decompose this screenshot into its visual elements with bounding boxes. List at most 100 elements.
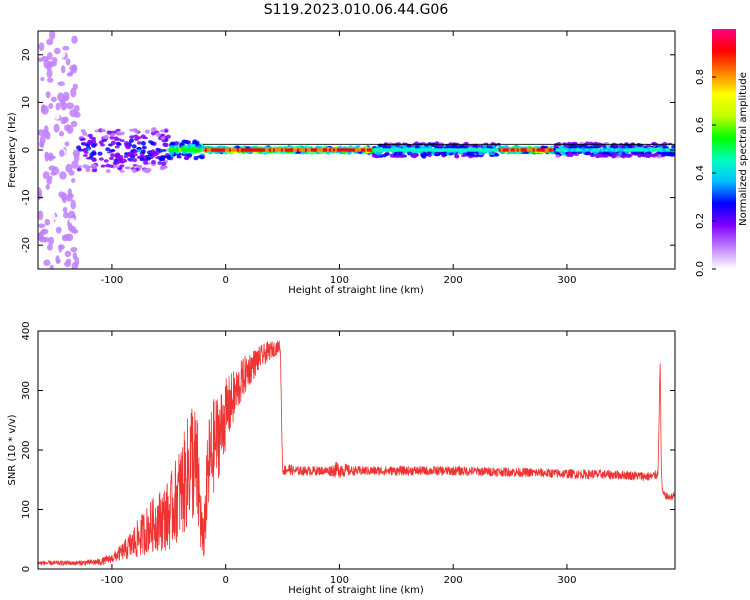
heatmap-cell (88, 136, 94, 140)
heatmap-ridge-cell (475, 148, 478, 152)
heatmap-ridge-cell (435, 148, 438, 152)
heatmap-cell (58, 191, 65, 198)
heatmap-ridge-cell (483, 148, 486, 152)
heatmap-cell (245, 146, 251, 149)
heatmap-ridge-cell (256, 148, 260, 152)
heatmap-ridge-cell (326, 148, 330, 152)
heatmap-ridge-cell (393, 148, 396, 152)
heatmap-ridge-cell (631, 148, 634, 152)
heatmap-cell (139, 157, 145, 162)
heatmap-ridge-cell (471, 148, 474, 152)
snr-y-ticks: 0 100 200 300 400 (21, 321, 675, 572)
heatmap-ridge-cell (417, 148, 420, 152)
heatmap-cell (45, 131, 51, 140)
heatmap-cell (118, 156, 124, 161)
colorbar-tick-label: 0.0 (695, 261, 706, 277)
snr-x-ticks: -100 0 100 200 300 (101, 331, 576, 586)
x-tick-label: 0 (223, 575, 229, 586)
heatmap-ridge-cell (348, 148, 352, 152)
heatmap-ridge-cell (310, 148, 314, 152)
heatmap-cell (136, 149, 142, 153)
heatmap-ridge-cell (346, 148, 350, 152)
heatmap-cell (42, 171, 50, 180)
heatmap-ridge-cell (510, 148, 513, 152)
heatmap-cell (87, 133, 93, 138)
heatmap-ridge-cell (651, 148, 654, 152)
heatmap-cell (53, 110, 60, 120)
heatmap-cell (406, 143, 412, 148)
heatmap-cell (48, 175, 53, 181)
heatmap-cell (420, 152, 426, 158)
heatmap-cell (110, 140, 116, 145)
heatmap-ridge-cell (178, 148, 182, 152)
heatmap-cell (555, 154, 561, 158)
heatmap-cell (62, 45, 70, 51)
heatmap-cell (76, 167, 82, 172)
heatmap-ridge-cell (252, 148, 256, 152)
heatmap-ridge-cell (591, 148, 594, 152)
heatmap-cell (38, 231, 44, 242)
heatmap-cell (71, 64, 78, 74)
heatmap-ridge-cell (415, 148, 418, 152)
heatmap-ridge-cell (459, 148, 462, 152)
heatmap-cell (60, 49, 66, 58)
heatmap-ridge-cell (174, 148, 178, 152)
heatmap-cell (144, 129, 150, 134)
heatmap-ridge-cell (653, 148, 656, 152)
heatmap-cell (598, 150, 604, 155)
heatmap-ridge-cell (469, 148, 472, 152)
heatmap-ridge-cell (366, 148, 370, 152)
heatmap-cell (116, 131, 122, 136)
heatmap-cell (179, 141, 185, 146)
heatmap-cell (147, 150, 153, 155)
x-tick-label: 0 (223, 275, 229, 286)
heatmap-cell (91, 143, 97, 148)
heatmap-cell (115, 128, 121, 132)
heatmap-cell (49, 264, 54, 269)
heatmap-cell (132, 158, 138, 163)
heatmap-cell (386, 144, 392, 147)
heatmap-cell (129, 135, 135, 139)
heatmap-cell (44, 218, 51, 226)
heatmap-cell (46, 65, 52, 71)
heatmap-ridge-cell (453, 148, 456, 152)
heatmap-cell (63, 211, 70, 219)
heatmap-ridge-cell (561, 148, 564, 152)
heatmap-cell (64, 250, 72, 258)
spectrogram-image (38, 31, 675, 269)
spectrogram-y-ticks: -20 -10 0 10 20 (21, 48, 675, 253)
heatmap-ridge-cell (437, 148, 440, 152)
heatmap-cell (70, 120, 78, 128)
heatmap-ridge-cell (427, 148, 430, 152)
heatmap-ridge-cell (567, 148, 570, 152)
heatmap-ridge-cell (655, 148, 658, 152)
heatmap-ridge-cell (246, 148, 250, 152)
heatmap-cell (169, 150, 175, 156)
snr-series (38, 340, 675, 567)
heatmap-ridge-cell (500, 148, 503, 152)
heatmap-cell (50, 96, 57, 103)
heatmap-cell (125, 146, 131, 150)
heatmap-ridge-cell (364, 148, 368, 152)
heatmap-cell (662, 152, 668, 156)
heatmap-cell (594, 154, 600, 159)
heatmap-cell (394, 154, 400, 158)
heatmap-ridge-cell (358, 148, 362, 152)
heatmap-ridge-cell (312, 148, 316, 152)
heatmap-ridge-cell (479, 148, 482, 152)
heatmap-cell (103, 159, 109, 163)
heatmap-ridge-cell (244, 148, 248, 152)
heatmap-cell (68, 210, 76, 220)
heatmap-ridge-cell (587, 148, 590, 152)
heatmap-cell (414, 141, 420, 146)
heatmap-ridge-cell (391, 148, 394, 152)
heatmap-ridge-cell (258, 148, 262, 152)
heatmap-ridge-cell (489, 148, 492, 152)
heatmap-ridge-cell (477, 148, 480, 152)
y-tick-label: 200 (21, 440, 32, 459)
heatmap-cell (46, 68, 53, 78)
heatmap-ridge-cell (467, 148, 470, 152)
heatmap-cell (58, 244, 63, 253)
colorbar-tick-label: 0.4 (695, 165, 706, 181)
